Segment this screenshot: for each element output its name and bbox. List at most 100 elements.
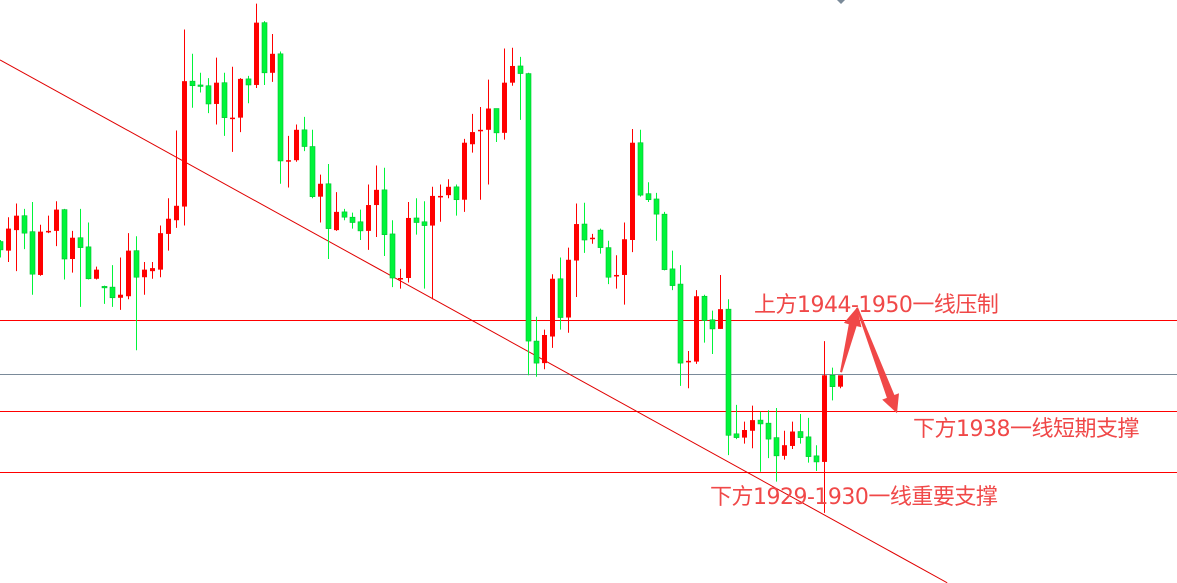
candle-body	[318, 183, 323, 197]
candle-body	[630, 142, 635, 240]
candle	[590, 233, 595, 244]
candle	[374, 165, 379, 237]
candle	[725, 299, 732, 456]
candle	[701, 294, 708, 343]
candle-body	[486, 108, 491, 130]
candle	[838, 375, 843, 389]
candle	[150, 262, 155, 279]
candle-body	[14, 215, 19, 231]
candle	[158, 225, 163, 278]
candle-body	[334, 211, 339, 231]
candle-body	[581, 223, 588, 241]
candle-body	[70, 237, 75, 259]
candle-body	[389, 233, 396, 279]
candle-body	[205, 85, 212, 105]
candle	[413, 198, 420, 235]
candle-body	[142, 269, 147, 278]
candle-body	[653, 198, 660, 215]
candle-body	[174, 205, 179, 221]
candle-body	[694, 296, 699, 362]
candle	[805, 417, 812, 463]
candle	[462, 138, 467, 212]
candle-body	[118, 294, 123, 298]
candle	[669, 250, 676, 291]
candle	[341, 208, 348, 221]
candle-body	[797, 431, 804, 438]
candle	[166, 198, 171, 251]
candle-body	[686, 360, 691, 363]
candle	[381, 167, 388, 256]
candle	[230, 66, 235, 152]
candle-body	[718, 309, 723, 329]
candle	[550, 274, 555, 348]
candle-body	[782, 445, 787, 456]
candle-body	[750, 420, 755, 431]
candle	[14, 203, 19, 272]
candle-body	[109, 286, 116, 299]
candle-body	[254, 22, 259, 85]
candle	[142, 262, 147, 295]
candle	[510, 47, 515, 86]
candle-body	[166, 218, 171, 234]
candle	[605, 240, 612, 285]
candle-body	[645, 193, 652, 201]
candle	[109, 265, 116, 307]
candle-body	[438, 195, 443, 198]
candle-body	[413, 217, 420, 223]
candle-body	[757, 419, 764, 425]
candle	[357, 209, 364, 240]
candle-body	[182, 81, 187, 207]
candle	[686, 350, 691, 389]
candle-body	[46, 230, 51, 233]
candle-body	[462, 142, 467, 200]
candle-body	[510, 65, 515, 83]
candle	[742, 421, 747, 444]
candle	[205, 78, 212, 114]
candle	[398, 268, 403, 289]
candle-body	[517, 65, 524, 74]
candle-body	[6, 228, 11, 251]
candle-body	[38, 231, 43, 275]
candle-body	[230, 117, 235, 120]
candle	[366, 184, 371, 250]
candle	[557, 257, 564, 330]
candle	[750, 405, 755, 449]
candle-body	[773, 437, 780, 457]
candle-body	[478, 129, 483, 132]
candle-body	[677, 283, 684, 364]
candle	[61, 208, 68, 280]
candle-body	[566, 259, 571, 318]
candle-body	[574, 224, 579, 261]
candle-body	[77, 237, 84, 248]
candle-body	[709, 319, 716, 330]
candle	[286, 135, 291, 188]
candle	[637, 129, 644, 197]
candle-body	[133, 250, 140, 278]
candle	[318, 174, 323, 223]
candle	[189, 53, 196, 108]
candle-body	[557, 278, 564, 318]
candle	[653, 192, 660, 241]
candle	[782, 430, 787, 460]
annotation-resistance: 上方1944-1950一线压制	[754, 293, 999, 318]
candle	[389, 220, 396, 288]
candle	[0, 240, 4, 258]
candle-body	[221, 82, 228, 118]
candle	[709, 310, 716, 354]
candle-body	[669, 268, 676, 286]
candle	[822, 341, 827, 513]
candle-body	[189, 80, 196, 87]
candle-body	[29, 231, 36, 275]
candle	[773, 407, 780, 482]
annotation-major-support: 下方1929-1930一线重要支撑	[710, 485, 998, 510]
candle	[54, 201, 59, 247]
candle	[438, 184, 443, 222]
candle	[478, 107, 483, 200]
candle	[813, 445, 820, 472]
candle-body	[430, 195, 435, 226]
candle-body	[357, 221, 364, 232]
candle-body	[374, 189, 379, 206]
candle-body	[238, 78, 243, 118]
candle	[85, 222, 92, 280]
candle	[406, 202, 411, 283]
